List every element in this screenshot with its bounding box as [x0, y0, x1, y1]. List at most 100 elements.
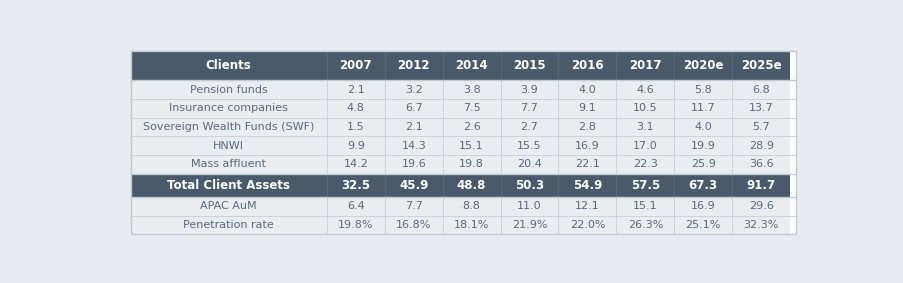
Text: 2.1: 2.1: [347, 85, 364, 95]
Bar: [616, 173, 674, 197]
Text: 36.6: 36.6: [748, 159, 773, 169]
Bar: [327, 118, 385, 136]
Text: 57.5: 57.5: [630, 179, 659, 192]
Text: 14.3: 14.3: [401, 141, 425, 151]
Bar: [385, 136, 442, 155]
Text: 4.0: 4.0: [694, 122, 712, 132]
Bar: [731, 197, 789, 216]
Text: 14.2: 14.2: [343, 159, 368, 169]
Bar: [442, 52, 500, 80]
Text: 22.0%: 22.0%: [569, 220, 604, 230]
Bar: [130, 52, 796, 234]
Bar: [442, 197, 500, 216]
Bar: [500, 118, 558, 136]
Text: 2.8: 2.8: [578, 122, 596, 132]
Bar: [327, 80, 385, 99]
Text: 15.5: 15.5: [517, 141, 541, 151]
Text: 2012: 2012: [397, 59, 430, 72]
Text: Insurance companies: Insurance companies: [169, 103, 288, 113]
Text: 32.5: 32.5: [340, 179, 370, 192]
Bar: [442, 155, 500, 173]
Text: Sovereign Wealth Funds (SWF): Sovereign Wealth Funds (SWF): [143, 122, 314, 132]
Text: HNWI: HNWI: [213, 141, 244, 151]
Text: 28.9: 28.9: [748, 141, 773, 151]
Text: 50.3: 50.3: [515, 179, 544, 192]
Text: 20.4: 20.4: [517, 159, 542, 169]
Bar: [674, 118, 731, 136]
Bar: [500, 155, 558, 173]
Text: Penetration rate: Penetration rate: [183, 220, 274, 230]
Text: 2016: 2016: [571, 59, 603, 72]
Bar: [385, 80, 442, 99]
Text: 8.8: 8.8: [462, 201, 480, 211]
Text: Pension funds: Pension funds: [190, 85, 267, 95]
Bar: [558, 118, 616, 136]
Bar: [130, 99, 327, 118]
Text: 48.8: 48.8: [456, 179, 486, 192]
Bar: [130, 173, 327, 197]
Text: 2014: 2014: [455, 59, 488, 72]
Bar: [327, 173, 385, 197]
Bar: [558, 52, 616, 80]
Bar: [442, 216, 500, 234]
Text: Total Client Assets: Total Client Assets: [167, 179, 290, 192]
Text: 16.9: 16.9: [574, 141, 599, 151]
Text: Clients: Clients: [206, 59, 251, 72]
Text: 19.9: 19.9: [690, 141, 715, 151]
Bar: [130, 155, 327, 173]
Text: 19.8%: 19.8%: [338, 220, 373, 230]
Text: APAC AuM: APAC AuM: [200, 201, 256, 211]
Bar: [731, 216, 789, 234]
Text: 16.9: 16.9: [690, 201, 715, 211]
Text: 67.3: 67.3: [688, 179, 717, 192]
Text: 4.6: 4.6: [636, 85, 654, 95]
Text: 16.8%: 16.8%: [396, 220, 431, 230]
Bar: [385, 216, 442, 234]
Bar: [558, 80, 616, 99]
Text: 19.8: 19.8: [459, 159, 483, 169]
Text: 10.5: 10.5: [632, 103, 656, 113]
Text: 6.8: 6.8: [751, 85, 769, 95]
Text: 2025e: 2025e: [740, 59, 780, 72]
Bar: [385, 52, 442, 80]
Text: 4.8: 4.8: [347, 103, 364, 113]
Text: 2.7: 2.7: [520, 122, 538, 132]
Text: 15.1: 15.1: [632, 201, 656, 211]
Bar: [616, 118, 674, 136]
Text: 3.2: 3.2: [405, 85, 422, 95]
Bar: [674, 216, 731, 234]
Bar: [616, 136, 674, 155]
Bar: [731, 136, 789, 155]
Text: 2015: 2015: [513, 59, 545, 72]
Text: 6.4: 6.4: [347, 201, 364, 211]
Bar: [731, 99, 789, 118]
Bar: [674, 173, 731, 197]
Bar: [558, 173, 616, 197]
Text: 11.0: 11.0: [517, 201, 541, 211]
Bar: [130, 52, 327, 80]
Text: 5.7: 5.7: [751, 122, 769, 132]
Bar: [500, 216, 558, 234]
Text: 2017: 2017: [628, 59, 661, 72]
Text: 19.6: 19.6: [401, 159, 425, 169]
Bar: [674, 99, 731, 118]
Bar: [674, 136, 731, 155]
Text: 7.5: 7.5: [462, 103, 480, 113]
Text: 26.3%: 26.3%: [627, 220, 662, 230]
Bar: [674, 80, 731, 99]
Text: 4.0: 4.0: [578, 85, 596, 95]
Bar: [616, 52, 674, 80]
Text: 32.3%: 32.3%: [742, 220, 778, 230]
Bar: [731, 155, 789, 173]
Bar: [327, 136, 385, 155]
Text: 1.5: 1.5: [347, 122, 364, 132]
Text: 2007: 2007: [340, 59, 372, 72]
Bar: [674, 197, 731, 216]
Text: 11.7: 11.7: [690, 103, 715, 113]
Bar: [558, 216, 616, 234]
Bar: [385, 173, 442, 197]
Text: 22.3: 22.3: [632, 159, 657, 169]
Text: Mass affluent: Mass affluent: [191, 159, 265, 169]
Text: 21.9%: 21.9%: [511, 220, 546, 230]
Bar: [327, 99, 385, 118]
